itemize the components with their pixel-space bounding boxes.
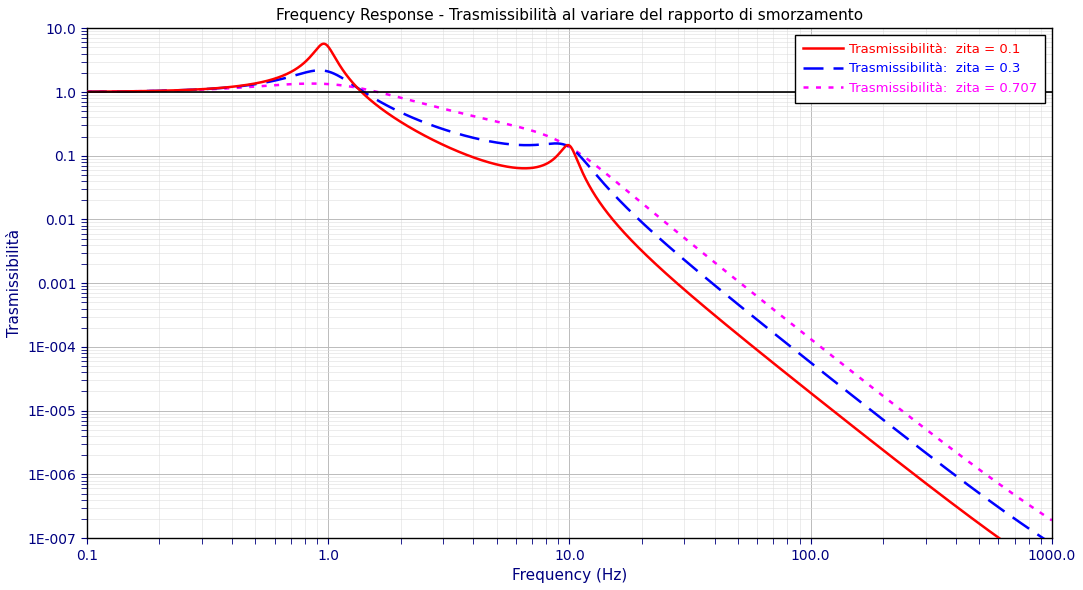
X-axis label: Frequency (Hz): Frequency (Hz) — [512, 568, 627, 583]
Trasmissibilità:  zita = 0.1: (0.104, 1.01): zita = 0.1: (0.104, 1.01) — [84, 88, 97, 95]
Line: Trasmissibilità:  zita = 0.1: Trasmissibilità: zita = 0.1 — [87, 44, 1052, 575]
Trasmissibilità:  zita = 0.3: (9.03, 0.155): zita = 0.3: (9.03, 0.155) — [552, 140, 565, 147]
Trasmissibilità:  zita = 0.1: (0.1, 1.01): zita = 0.1: (0.1, 1.01) — [80, 88, 93, 95]
Trasmissibilità:  zita = 0.707: (1e+03, 1.9e-07): zita = 0.707: (1e+03, 1.9e-07) — [1045, 517, 1058, 524]
Line: Trasmissibilità:  zita = 0.707: Trasmissibilità: zita = 0.707 — [87, 84, 1052, 520]
Trasmissibilità:  zita = 0.1: (0.146, 1.02): zita = 0.1: (0.146, 1.02) — [120, 88, 133, 95]
Trasmissibilità:  zita = 0.1: (1e+03, 2.69e-08): zita = 0.1: (1e+03, 2.69e-08) — [1045, 571, 1058, 578]
Trasmissibilità:  zita = 0.3: (0.608, 1.53): zita = 0.3: (0.608, 1.53) — [270, 77, 283, 84]
Title: Frequency Response - Trasmissibilità al variare del rapporto di smorzamento: Frequency Response - Trasmissibilità al … — [276, 7, 863, 23]
Trasmissibilità:  zita = 0.3: (0.104, 1.01): zita = 0.3: (0.104, 1.01) — [84, 88, 97, 95]
Legend: Trasmissibilità:  zita = 0.1, Trasmissibilità:  zita = 0.3, Trasmissibilità:  zi: Trasmissibilità: zita = 0.1, Trasmissibi… — [795, 35, 1045, 103]
Trasmissibilità:  zita = 0.707: (0.173, 1.03): zita = 0.707: (0.173, 1.03) — [138, 87, 151, 94]
Trasmissibilità:  zita = 0.1: (614, 9.55e-08): zita = 0.1: (614, 9.55e-08) — [994, 536, 1007, 543]
Trasmissibilità:  zita = 0.707: (0.104, 1.01): zita = 0.707: (0.104, 1.01) — [84, 88, 97, 95]
Trasmissibilità:  zita = 0.3: (0.173, 1.03): zita = 0.3: (0.173, 1.03) — [138, 87, 151, 94]
Trasmissibilità:  zita = 0.3: (0.146, 1.02): zita = 0.3: (0.146, 1.02) — [120, 88, 133, 95]
Trasmissibilità:  zita = 0.707: (0.146, 1.02): zita = 0.707: (0.146, 1.02) — [120, 88, 133, 95]
Trasmissibilità:  zita = 0.707: (0.1, 1.01): zita = 0.707: (0.1, 1.01) — [80, 88, 93, 95]
Trasmissibilità:  zita = 0.3: (614, 2.86e-07): zita = 0.3: (614, 2.86e-07) — [994, 506, 1007, 513]
Trasmissibilità:  zita = 0.707: (0.608, 1.28): zita = 0.707: (0.608, 1.28) — [270, 81, 283, 88]
Trasmissibilità:  zita = 0.707: (0.856, 1.36): zita = 0.707: (0.856, 1.36) — [305, 80, 318, 87]
Trasmissibilità:  zita = 0.3: (1e+03, 8.06e-08): zita = 0.3: (1e+03, 8.06e-08) — [1045, 540, 1058, 548]
Trasmissibilità:  zita = 0.1: (0.96, 5.72): zita = 0.1: (0.96, 5.72) — [317, 40, 330, 47]
Y-axis label: Trasmissibilità: Trasmissibilità — [6, 229, 22, 337]
Trasmissibilità:  zita = 0.1: (0.173, 1.03): zita = 0.1: (0.173, 1.03) — [138, 87, 151, 94]
Trasmissibilità:  zita = 0.3: (0.922, 2.19): zita = 0.3: (0.922, 2.19) — [313, 67, 326, 74]
Trasmissibilità:  zita = 0.1: (9.03, 0.106): zita = 0.1: (9.03, 0.106) — [552, 150, 565, 158]
Trasmissibilità:  zita = 0.1: (0.608, 1.64): zita = 0.1: (0.608, 1.64) — [270, 75, 283, 82]
Trasmissibilità:  zita = 0.3: (0.1, 1.01): zita = 0.3: (0.1, 1.01) — [80, 88, 93, 95]
Trasmissibilità:  zita = 0.707: (614, 6.75e-07): zita = 0.707: (614, 6.75e-07) — [994, 481, 1007, 489]
Trasmissibilità:  zita = 0.707: (9.03, 0.17): zita = 0.707: (9.03, 0.17) — [552, 137, 565, 145]
Line: Trasmissibilità:  zita = 0.3: Trasmissibilità: zita = 0.3 — [87, 70, 1052, 544]
